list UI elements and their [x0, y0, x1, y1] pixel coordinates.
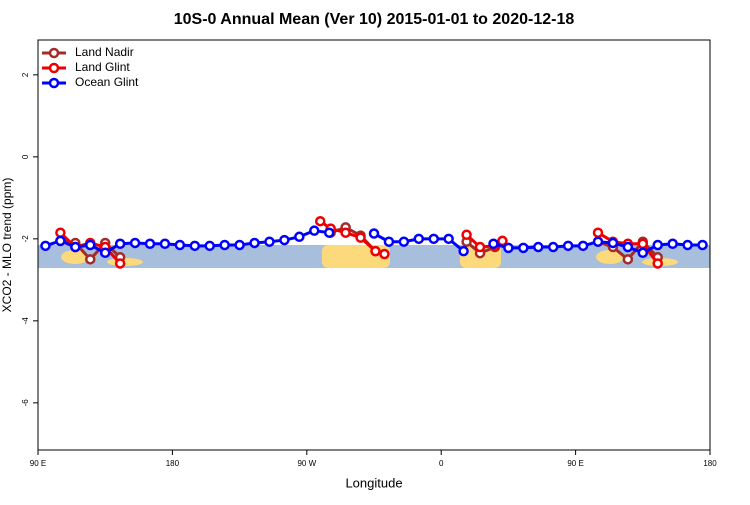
series-point [264, 236, 275, 247]
series-point [70, 241, 81, 253]
map-land [61, 250, 89, 264]
series-point [55, 235, 66, 247]
series-point [323, 227, 335, 238]
plot-frame [37, 39, 711, 451]
series-point [398, 236, 410, 247]
series-point [40, 240, 51, 252]
series-point [474, 241, 486, 253]
series-point [428, 233, 439, 245]
series-point [592, 227, 604, 238]
series-point [314, 215, 326, 227]
series-point [279, 234, 290, 246]
series-point [577, 240, 589, 252]
series-point [234, 239, 245, 251]
series-point [607, 237, 619, 249]
x-tick-label: 90 E [30, 459, 46, 468]
legend-marker [48, 47, 60, 59]
y-tick-label: 0 [21, 154, 30, 159]
map-land [596, 250, 624, 264]
series-point [379, 248, 390, 260]
series-point [488, 238, 499, 250]
legend-marker [48, 77, 60, 89]
x-tick-label: 180 [166, 459, 180, 468]
series-point [189, 240, 201, 252]
series-point [55, 227, 66, 238]
x-tick-label: 90 E [567, 459, 583, 468]
chart-title: 10S-0 Annual Mean (Ver 10) 2015-01-01 to… [174, 11, 575, 28]
series-point [144, 238, 156, 250]
series-point [355, 232, 366, 243]
series-point [370, 245, 381, 257]
series-point [294, 231, 305, 243]
series-point [114, 258, 126, 269]
series-point [219, 239, 230, 251]
series-point [637, 238, 649, 250]
x-axis-label: Longitude [345, 475, 402, 490]
series-point [114, 238, 126, 250]
series-point [637, 247, 649, 259]
series-point [309, 225, 320, 236]
x-tick-label: 180 [703, 459, 717, 468]
series-point [622, 254, 634, 265]
series-point [129, 237, 141, 249]
series-point [667, 238, 678, 250]
series-point [652, 258, 663, 269]
y-tick-label: -6 [21, 399, 30, 407]
series-point [159, 238, 171, 250]
legend-marker [48, 62, 60, 74]
x-tick-label: 90 W [297, 459, 316, 468]
series-point [682, 239, 693, 251]
x-tick-label: 0 [439, 459, 444, 468]
series-point [340, 227, 351, 238]
series-point [592, 236, 604, 247]
series-point [652, 239, 663, 251]
y-tick-label: -4 [21, 317, 30, 325]
series-point [458, 245, 469, 257]
series-point [503, 242, 514, 254]
series-point [85, 239, 96, 251]
series-point [413, 233, 425, 245]
series-point [99, 247, 111, 259]
legend-label: Ocean Glint [75, 75, 139, 89]
y-tick-label: 2 [21, 72, 30, 77]
y-axis-label: XCO2 - MLO trend (ppm) [0, 178, 14, 313]
series-point [368, 228, 380, 239]
series-point [562, 240, 574, 252]
series-point [533, 241, 544, 253]
legend-label: Land Nadir [75, 45, 134, 59]
y-tick-label: -2 [21, 235, 30, 243]
series-point [204, 240, 215, 252]
series-point [249, 237, 260, 249]
series-point [85, 254, 96, 265]
series-point [443, 233, 454, 245]
series-point [622, 241, 634, 253]
series-point [174, 239, 186, 251]
series-point [383, 236, 395, 247]
series-point [697, 239, 708, 251]
series-point [461, 229, 472, 240]
series-point [518, 242, 529, 254]
series-point [547, 241, 559, 253]
legend-label: Land Glint [75, 60, 130, 74]
